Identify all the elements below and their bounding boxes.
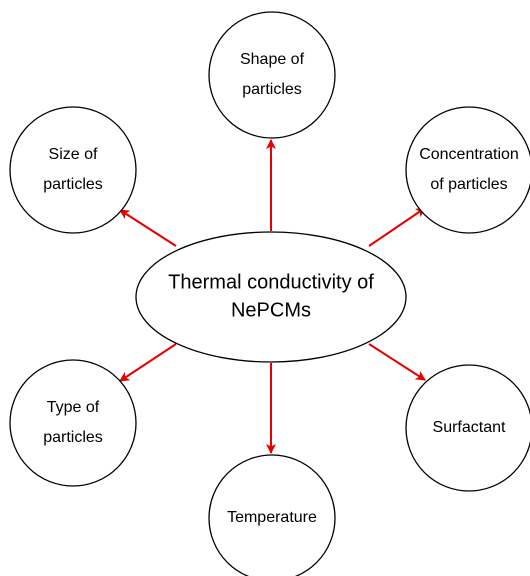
node-circle [9, 106, 137, 234]
node-label: Type of [47, 399, 100, 416]
node-circle [208, 11, 336, 139]
node-circle [208, 454, 336, 576]
node-circle [405, 106, 530, 234]
arrow [368, 343, 426, 381]
node-label: particles [43, 429, 103, 446]
center-label: NePCMs [231, 299, 311, 321]
nodes: Shape of particles Size of particles Concent… [9, 11, 530, 576]
node-label: Size of [49, 146, 98, 163]
node-circle [9, 359, 137, 487]
node-label: particles [242, 81, 302, 98]
node-circle [405, 364, 530, 492]
node-label: Shape of [240, 51, 305, 68]
arrows [119, 139, 426, 454]
node-label: particles [43, 176, 103, 193]
node-label: Concentration [419, 146, 519, 163]
center-node [135, 231, 407, 363]
node-label: of particles [430, 176, 507, 193]
node-label: Surfactant [433, 419, 506, 436]
node-label: Temperature [227, 509, 317, 526]
arrow [368, 207, 426, 247]
center-label: Thermal conductivity of [168, 271, 374, 293]
arrow [119, 343, 177, 382]
arrow [119, 209, 177, 247]
